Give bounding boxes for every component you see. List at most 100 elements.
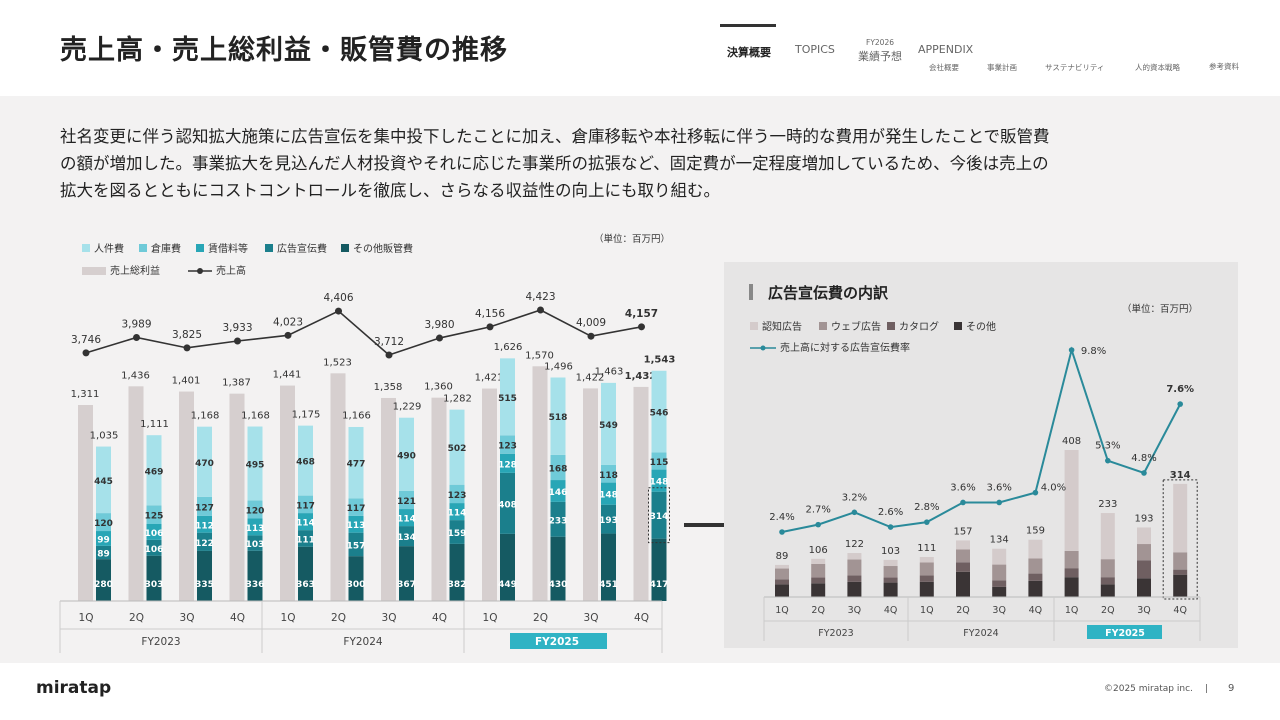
sales-label: 3,980: [424, 319, 454, 331]
gross-profit-label: 1,360: [424, 382, 453, 393]
legend-swatch: [139, 244, 147, 252]
sga-segment-label: 113: [246, 524, 265, 534]
ad-total-label: 157: [953, 526, 972, 537]
sga-segment: [449, 484, 465, 504]
sga-total-label: 1,175: [292, 409, 321, 420]
title-marker: [749, 284, 753, 300]
sga-segment-label: 112: [195, 521, 214, 531]
footer-separator: |: [1205, 684, 1209, 694]
ratio-point: [1068, 347, 1075, 353]
sga-segment: [399, 490, 414, 510]
sales-label: 3,746: [71, 334, 101, 346]
sga-segment: [96, 446, 111, 514]
ad-segment: [992, 564, 1007, 581]
sga-segment: [348, 426, 364, 499]
ad-segment: [1137, 560, 1151, 579]
sga-segment-label: 125: [145, 512, 164, 522]
sga-segment: [197, 515, 212, 533]
ad-segment: [1100, 584, 1115, 597]
sga-segment-label: 367: [397, 580, 416, 590]
sales-point: [284, 331, 292, 339]
gross-profit-bar: [179, 391, 194, 601]
sga-segment-label: 148: [650, 478, 669, 488]
sub-company-overview[interactable]: 会社概要: [929, 63, 959, 72]
sales-label: 4,156: [475, 308, 505, 320]
fy-label: FY2024: [963, 628, 998, 639]
sub-sustainability[interactable]: サステナビリティ: [1045, 63, 1105, 72]
x-tick-label: 1Q: [775, 605, 789, 616]
ad-total-label: 111: [917, 543, 936, 554]
ratio-point: [815, 521, 821, 528]
ad-segment: [1028, 539, 1043, 559]
sub-human-capital[interactable]: 人的資本戦略: [1135, 63, 1180, 72]
sales-point: [486, 323, 494, 331]
legend-swatch: [82, 244, 90, 252]
tab-results-overview[interactable]: 決算概要: [727, 46, 771, 59]
sub-references[interactable]: 参考資料: [1209, 62, 1239, 71]
sga-segment-label: 417: [650, 580, 669, 590]
sga-total-label: 1,035: [90, 430, 119, 441]
sga-segment-label: 127: [195, 503, 214, 513]
highlight-box: [1162, 479, 1198, 600]
sga-segment-label: 121: [397, 497, 416, 507]
sga-segment: [550, 480, 566, 502]
ad-segment: [1173, 569, 1188, 575]
sga-segment-label: 111: [296, 535, 315, 545]
sga-segment: [348, 498, 364, 516]
ratio-label: 2.4%: [769, 512, 794, 523]
legend-label: 人件費: [94, 242, 124, 255]
x-tick-label: 3Q: [382, 612, 397, 624]
top-navigation: 決算概要 TOPICS FY2026 業績予想 APPENDIX 会社概要 事業…: [0, 0, 1280, 96]
sga-segment: [247, 535, 263, 551]
sga-segment-label: 117: [296, 501, 315, 511]
gross-profit-label: 1,432: [625, 371, 657, 382]
ad-total-label: 314: [1170, 470, 1191, 481]
summary-line: 拡大を図るとともにコストコントロールを徹底し、さらなる収益性の向上にも取り組む。: [60, 181, 720, 200]
sga-segment-label: 123: [498, 442, 517, 452]
sga-segment-label: 335: [195, 580, 214, 590]
sga-segment-label: 382: [448, 580, 467, 590]
sales-label: 3,712: [374, 336, 404, 348]
ad-segment: [1173, 574, 1188, 597]
ad-segment: [1028, 573, 1043, 581]
sga-segment: [146, 524, 162, 540]
ad-segment: [883, 566, 898, 578]
sga-total-label: 1,168: [191, 410, 220, 421]
sub-business-plan[interactable]: 事業計画: [987, 63, 1017, 72]
ratio-label: 5.3%: [1095, 441, 1120, 452]
gross-profit-bar: [128, 386, 144, 601]
ad-total-label: 193: [1134, 513, 1153, 524]
sga-segment-label: 118: [599, 471, 618, 481]
tab-topics[interactable]: TOPICS: [795, 43, 835, 56]
sga-segment-label: 468: [296, 458, 315, 468]
sga-total-label: 1,111: [140, 419, 169, 430]
ad-total-label: 408: [1062, 436, 1081, 447]
sga-segment-label: 430: [549, 580, 568, 590]
sales-point: [638, 323, 645, 331]
gross-profit-label: 1,311: [71, 389, 100, 400]
ratio-label: 2.8%: [914, 502, 939, 513]
sga-segment-label: 134: [397, 533, 416, 543]
ratio-label: 3.2%: [842, 492, 867, 503]
sga-segment: [348, 532, 364, 557]
legend-label: 広告宣伝費: [277, 242, 327, 255]
legend-label: その他販管費: [353, 242, 413, 255]
gross-profit-label: 1,421: [475, 373, 504, 384]
legend-swatch: [265, 244, 273, 252]
fy-label: FY2024: [343, 636, 382, 648]
summary-line: 社名変更に伴う認知拡大施策に広告宣伝を集中投下したことに加え、倉庫移転や本社移転…: [60, 127, 1050, 146]
x-tick-label: 2Q: [331, 612, 346, 624]
tab-appendix[interactable]: APPENDIX: [918, 43, 974, 56]
fy2025-badge: [1087, 625, 1162, 639]
sga-segment: [298, 530, 313, 547]
tab-forecast[interactable]: 業績予想: [858, 50, 902, 63]
header: 売上高・売上総利益・販管費の推移 決算概要 TOPICS FY2026 業績予想…: [0, 0, 1280, 96]
sga-segment: [601, 382, 616, 465]
sga-segment: [399, 526, 414, 547]
sga-total-label: 1,463: [595, 366, 624, 377]
legend-marker: [760, 345, 766, 351]
sga-total-label: 1,496: [544, 361, 573, 372]
sga-segment-label: 445: [94, 477, 113, 487]
ad-segment: [847, 575, 862, 582]
